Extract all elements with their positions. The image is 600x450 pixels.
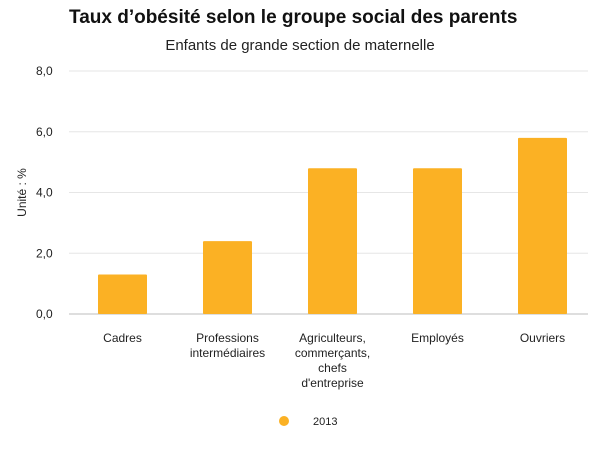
y-tick-label: 2,0 (36, 246, 53, 260)
y-tick-label: 6,0 (36, 125, 53, 139)
x-tick-label: Agriculteurs, commerçants, chefs d'entrepri… (295, 331, 370, 390)
x-tick-label: Ouvriers (520, 331, 565, 345)
bar (98, 274, 147, 314)
bar (518, 137, 567, 314)
y-axis-label: Unité : % (15, 168, 29, 217)
chart-subtitle: Enfants de grande section de maternelle (165, 37, 435, 54)
y-tick-label: 0,0 (36, 307, 53, 321)
bar (413, 168, 462, 314)
y-tick-label: 8,0 (36, 64, 53, 78)
chart-title: Taux d’obésité selon le groupe social de… (69, 7, 518, 28)
x-tick-label: Cadres (103, 331, 142, 345)
bar (203, 241, 252, 314)
y-tick-label: 4,0 (36, 186, 53, 200)
x-tick-label: Employés (411, 331, 464, 345)
legend-label: 2013 (313, 416, 337, 428)
x-tick-label: Professions intermédiaires (190, 331, 265, 360)
legend-marker (279, 416, 289, 426)
bar (308, 168, 357, 314)
